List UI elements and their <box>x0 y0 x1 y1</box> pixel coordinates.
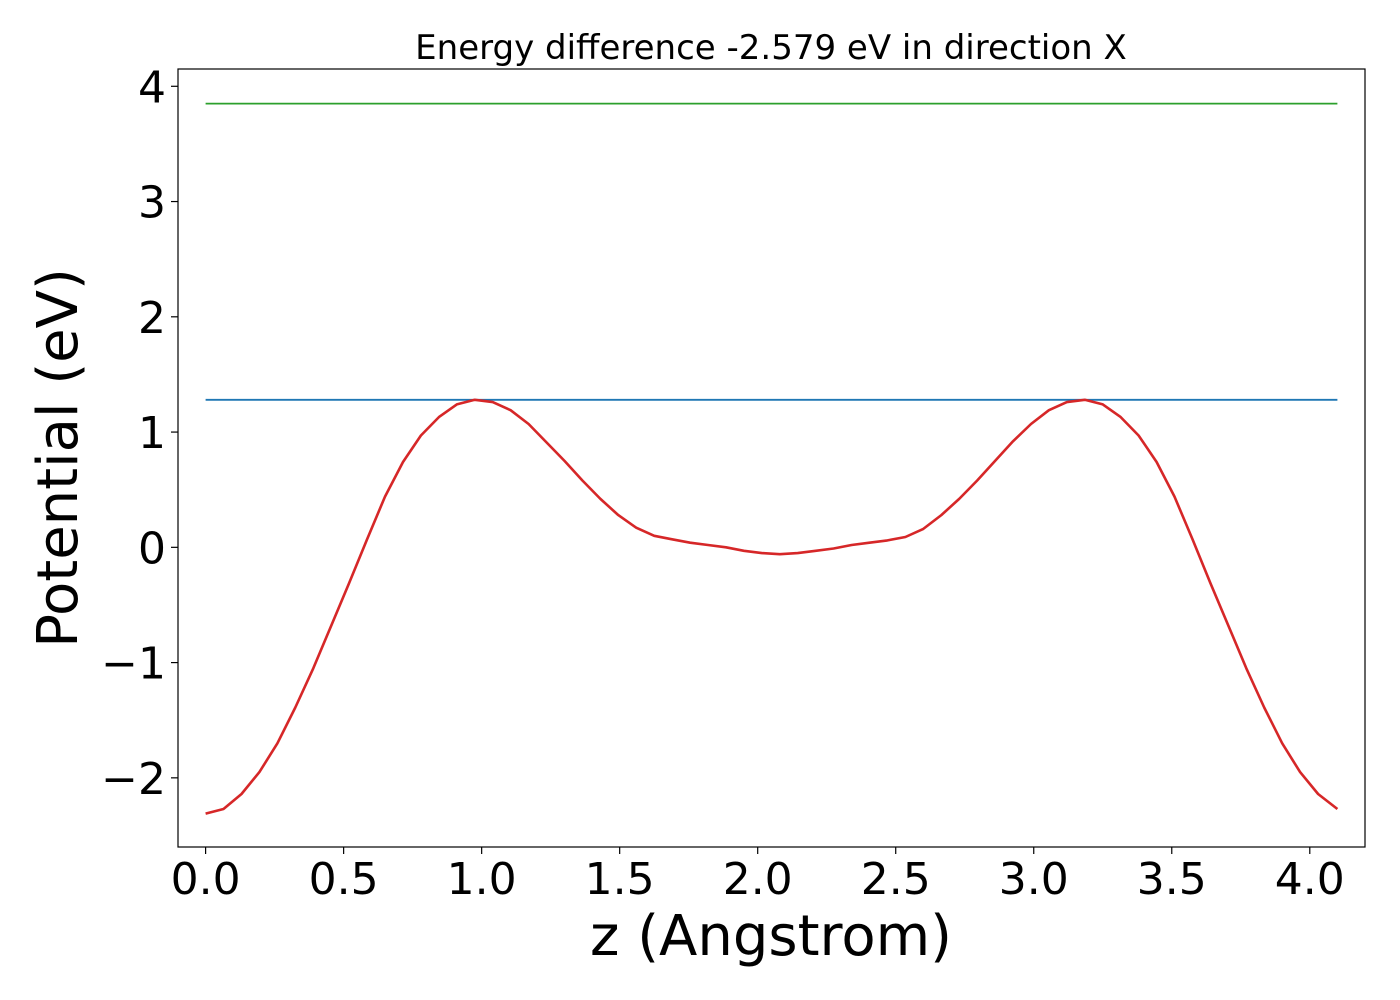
series-line-3 <box>205 398 1339 815</box>
x-tick-label: 0.5 <box>309 854 379 905</box>
chart-title: Energy difference -2.579 eV in direction… <box>415 28 1127 68</box>
x-axis-ticks: 0.0 0.5 1.0 1.5 2.0 2.5 3.0 3.5 4.0 <box>171 847 1345 905</box>
x-tick-label: 1.5 <box>585 854 655 905</box>
x-tick-label: 3.0 <box>999 854 1069 905</box>
x-axis-label: z (Angstrom) <box>590 904 952 969</box>
x-tick-label: 2.5 <box>861 854 931 905</box>
x-tick-label: 0.0 <box>171 854 241 905</box>
y-tick-label: 3 <box>138 178 166 229</box>
y-tick-label: 2 <box>138 293 166 344</box>
x-tick-label: 2.0 <box>723 854 793 905</box>
y-tick-label: 1 <box>138 408 166 459</box>
x-tick-label: 3.5 <box>1137 854 1207 905</box>
y-tick-label: −1 <box>101 639 166 690</box>
x-tick-label: 1.0 <box>447 854 517 905</box>
series-layer <box>205 102 1339 815</box>
y-tick-label: −2 <box>101 754 166 805</box>
x-tick-label: 4.0 <box>1275 854 1345 905</box>
plot-frame <box>177 68 1366 848</box>
y-axis-ticks: −2 −1 0 1 2 3 4 <box>101 62 178 805</box>
plot-area <box>178 69 1365 847</box>
y-axis-label: Potential (eV) <box>26 268 91 648</box>
y-tick-label: 0 <box>138 523 166 574</box>
y-tick-label: 4 <box>138 62 166 113</box>
